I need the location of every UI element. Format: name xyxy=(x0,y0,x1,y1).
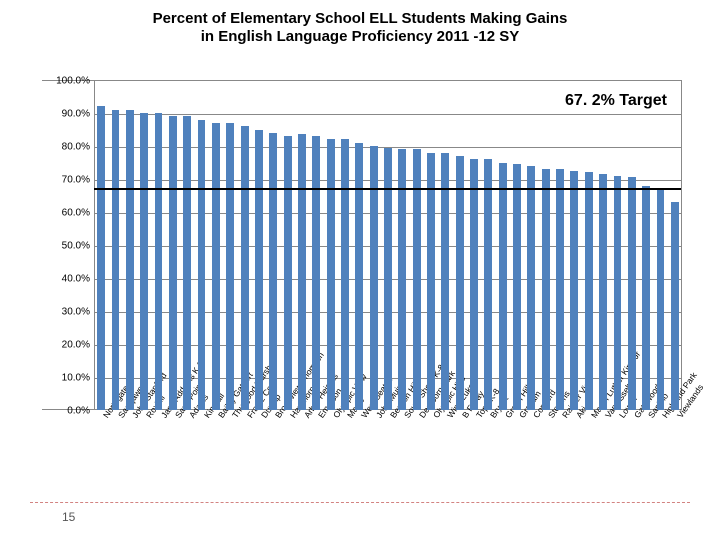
y-tick-label: 60.0% xyxy=(42,208,90,219)
y-tick-label: 0.0% xyxy=(42,406,90,417)
bar xyxy=(327,139,335,410)
y-tick-label: 70.0% xyxy=(42,175,90,186)
bar xyxy=(628,177,636,410)
bar xyxy=(384,148,392,410)
bar xyxy=(370,146,378,410)
y-tick-label: 90.0% xyxy=(42,109,90,120)
bar xyxy=(542,169,550,410)
bar xyxy=(255,130,263,411)
bar xyxy=(212,123,220,410)
y-tick-label: 50.0% xyxy=(42,241,90,252)
y-tick-label: 40.0% xyxy=(42,274,90,285)
slide: Percent of Elementary School ELL Student… xyxy=(0,0,720,540)
bar xyxy=(284,136,292,410)
bar xyxy=(427,153,435,410)
bar xyxy=(657,189,665,410)
bar xyxy=(140,113,148,410)
bar xyxy=(298,134,306,410)
bar xyxy=(599,174,607,410)
bar xyxy=(499,163,507,411)
footer-rule xyxy=(30,502,690,503)
bar xyxy=(585,172,593,410)
bar xyxy=(456,156,464,410)
bar xyxy=(527,166,535,410)
bar xyxy=(355,143,363,410)
target-label: 67. 2% Target xyxy=(561,91,671,111)
bar xyxy=(241,126,249,410)
bar xyxy=(570,171,578,410)
bar xyxy=(642,186,650,410)
bar xyxy=(269,133,277,410)
bar xyxy=(97,106,105,410)
chart-title: Percent of Elementary School ELL Student… xyxy=(0,10,720,46)
bar xyxy=(169,116,177,410)
y-tick-label: 20.0% xyxy=(42,340,90,351)
y-tick-label: 10.0% xyxy=(42,373,90,384)
bar xyxy=(441,153,449,410)
bar xyxy=(198,120,206,410)
chart-area: 67. 2% Target 0.0%10.0%20.0%30.0%40.0%50… xyxy=(42,80,682,410)
y-tick-label: 30.0% xyxy=(42,307,90,318)
bar xyxy=(470,159,478,410)
bar xyxy=(556,169,564,410)
bar xyxy=(312,136,320,410)
bar xyxy=(226,123,234,410)
bar xyxy=(614,176,622,410)
bar xyxy=(484,159,492,410)
bar xyxy=(112,110,120,410)
x-labels: NorthgateSacajaweaJohn StanfordRoxhillJa… xyxy=(94,410,682,500)
y-tick-label: 80.0% xyxy=(42,142,90,153)
page-number: 15 xyxy=(62,510,75,524)
gridline xyxy=(94,114,681,115)
y-tick-label: 100.0% xyxy=(42,76,90,87)
bar xyxy=(341,139,349,410)
title-line-2: in English Language Proficiency 2011 -12… xyxy=(201,28,519,45)
bar xyxy=(155,113,163,410)
bar xyxy=(671,202,679,410)
target-line xyxy=(94,188,681,190)
bar xyxy=(126,110,134,410)
bar xyxy=(183,116,191,410)
title-line-1: Percent of Elementary School ELL Student… xyxy=(153,10,568,27)
bar xyxy=(513,164,521,410)
